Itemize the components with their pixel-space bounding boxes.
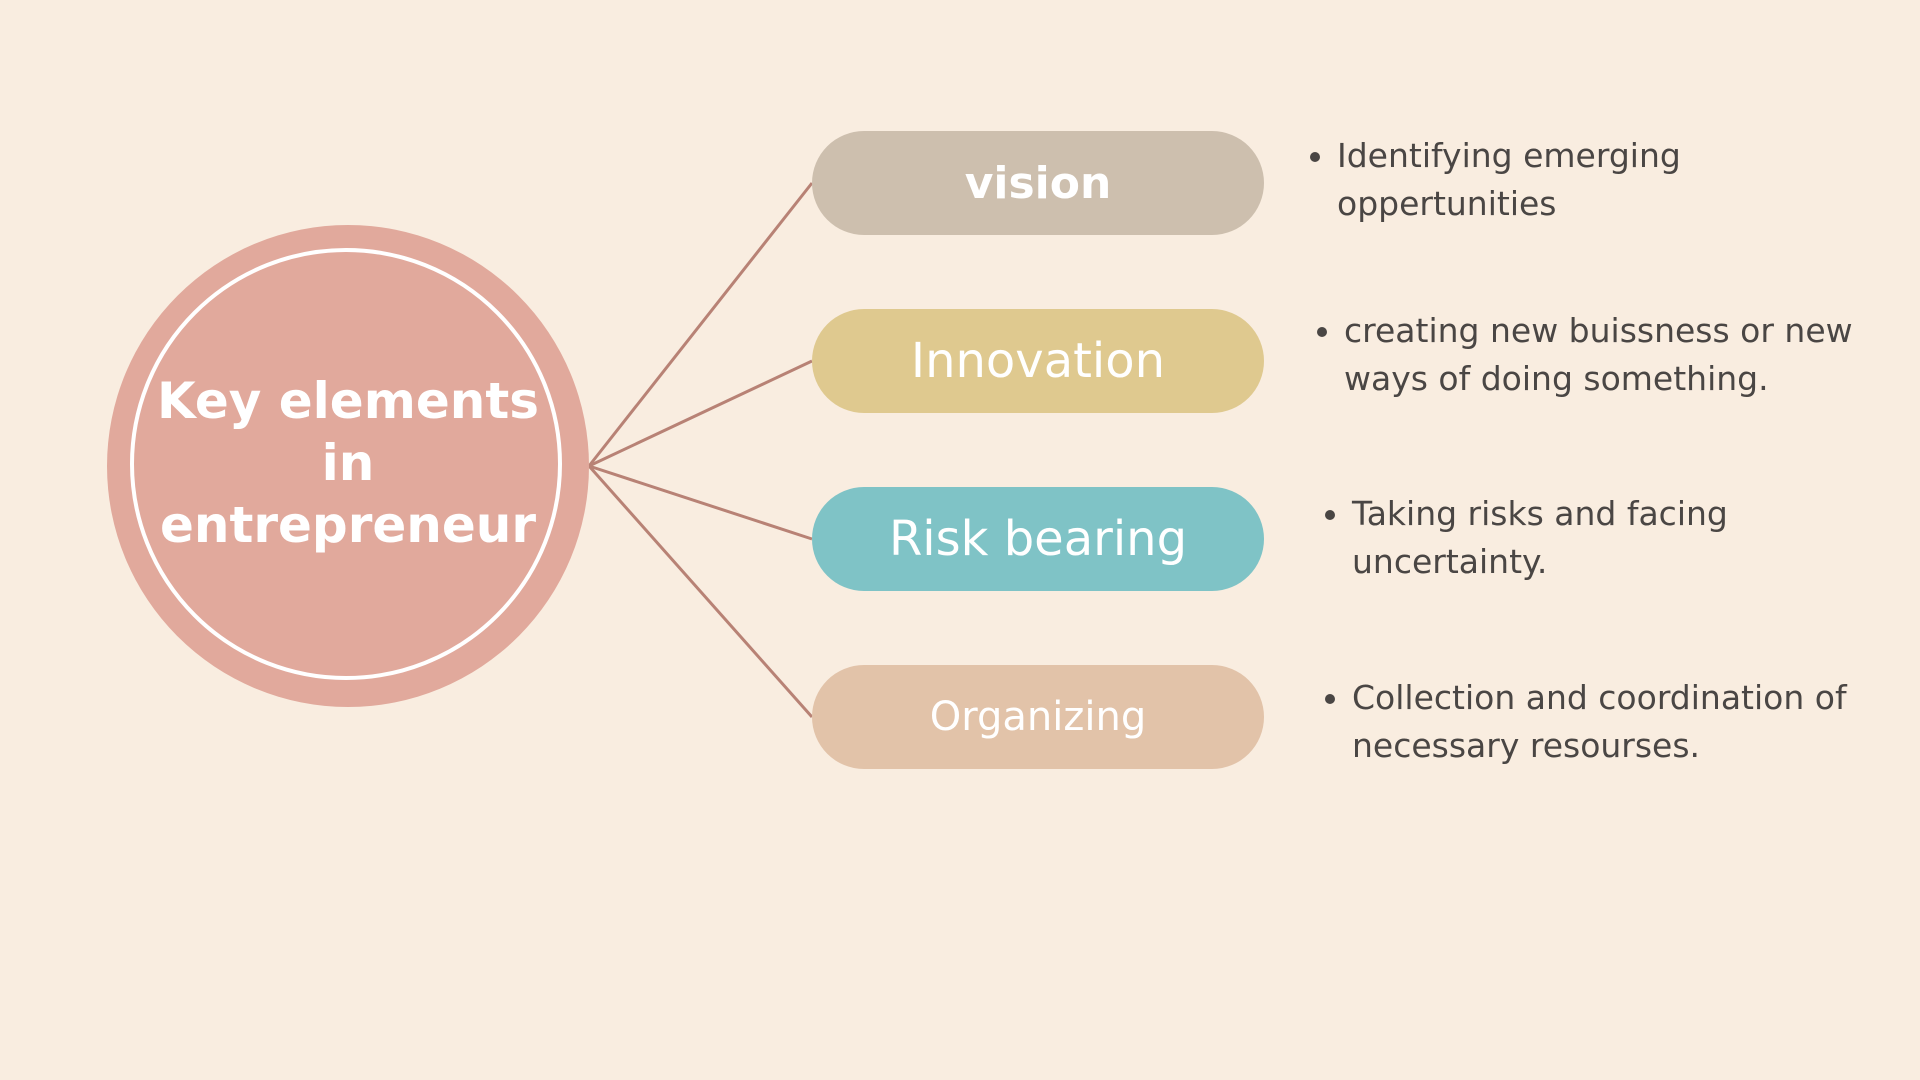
element-label-innovation: Innovation xyxy=(910,333,1166,389)
description-innovation: creating new buissness or new ways of do… xyxy=(1344,311,1853,398)
bullet-vision xyxy=(1310,152,1320,162)
description-risk-bearing: Taking risks and facing uncertainty. xyxy=(1352,494,1728,581)
hub-ring xyxy=(130,248,562,680)
bullet-risk-bearing xyxy=(1325,510,1335,520)
element-label-organizing: Organizing xyxy=(929,694,1147,740)
element-label-vision: vision xyxy=(964,157,1112,209)
element-pill-innovation: Innovation xyxy=(812,309,1264,413)
connector-line-vision xyxy=(587,182,814,467)
element-pill-organizing: Organizing xyxy=(812,665,1264,769)
connector-line-organizing xyxy=(587,465,814,718)
hub-title: Key elements in entrepreneur xyxy=(156,372,539,554)
description-vision: Identifying emerging oppertunities xyxy=(1337,136,1681,223)
bullet-innovation xyxy=(1317,327,1327,337)
element-pill-risk-bearing: Risk bearing xyxy=(812,487,1264,591)
bullet-organizing xyxy=(1325,694,1335,704)
element-pill-vision: vision xyxy=(812,131,1264,235)
description-organizing: Collection and coordination of necessary… xyxy=(1352,678,1847,765)
connector-line-risk-bearing xyxy=(588,464,813,541)
element-label-risk-bearing: Risk bearing xyxy=(888,511,1188,567)
connector-line-innovation xyxy=(588,359,813,468)
